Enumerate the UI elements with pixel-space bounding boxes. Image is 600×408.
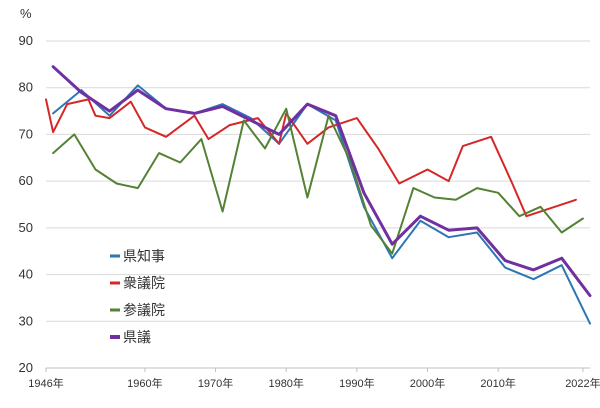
x-tick-label: 1970年: [198, 376, 233, 390]
legend-label: 参議院: [123, 302, 165, 319]
y-tick-label: 70: [19, 126, 33, 141]
series-lines: [45, 65, 592, 325]
y-axis-ticks: 20 30 40 50 60 70 80 90: [19, 33, 33, 375]
legend-label: 県議: [123, 329, 151, 346]
series-line-2: [45, 98, 577, 218]
series-line-3: [52, 107, 584, 255]
x-axis-ticks: 1946年 1960年 1970年 1980年 1990年 2000年 2010年 2022年: [28, 368, 600, 390]
y-tick-label: 40: [19, 267, 33, 282]
x-tick-label: 2022年: [565, 376, 600, 390]
legend-label: 県知事: [123, 248, 165, 265]
y-tick-label: 30: [19, 313, 33, 328]
x-tick-label: 1980年: [268, 376, 303, 390]
y-tick-label: 80: [19, 80, 33, 95]
y-tick-label: 50: [19, 220, 33, 235]
x-tick-label: 2000年: [410, 376, 445, 390]
x-tick-label: 2010年: [480, 376, 515, 390]
x-tick-label: 1960年: [127, 376, 162, 390]
y-tick-label: 20: [19, 360, 33, 375]
series-line-4: [51, 65, 592, 298]
x-tick-label: 1990年: [339, 376, 374, 390]
y-tick-label: 60: [19, 173, 33, 188]
y-tick-label: 90: [19, 33, 33, 48]
legend-label: 衆議院: [123, 275, 165, 292]
series-line-1: [52, 84, 591, 325]
x-tick-label: 1946年: [28, 376, 63, 390]
y-axis-unit-label: %: [20, 6, 32, 21]
